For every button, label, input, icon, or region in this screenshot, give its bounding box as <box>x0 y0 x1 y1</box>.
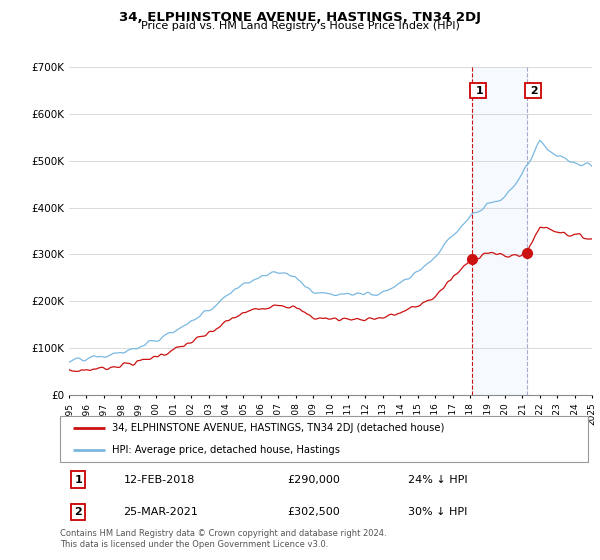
Text: Contains HM Land Registry data © Crown copyright and database right 2024.
This d: Contains HM Land Registry data © Crown c… <box>60 529 386 549</box>
Text: 25-MAR-2021: 25-MAR-2021 <box>124 507 198 517</box>
Text: 24% ↓ HPI: 24% ↓ HPI <box>409 474 468 484</box>
Text: 2: 2 <box>74 507 82 517</box>
Text: £290,000: £290,000 <box>287 474 340 484</box>
Text: HPI: Average price, detached house, Hastings: HPI: Average price, detached house, Hast… <box>112 445 340 455</box>
Text: 2: 2 <box>527 86 538 96</box>
Bar <box>472 67 527 395</box>
Text: 30% ↓ HPI: 30% ↓ HPI <box>409 507 468 517</box>
Text: £302,500: £302,500 <box>287 507 340 517</box>
Text: 12-FEB-2018: 12-FEB-2018 <box>124 474 195 484</box>
FancyBboxPatch shape <box>60 416 588 462</box>
Text: 1: 1 <box>472 86 484 96</box>
Text: 1: 1 <box>74 474 82 484</box>
Text: Price paid vs. HM Land Registry's House Price Index (HPI): Price paid vs. HM Land Registry's House … <box>140 21 460 31</box>
Text: 34, ELPHINSTONE AVENUE, HASTINGS, TN34 2DJ: 34, ELPHINSTONE AVENUE, HASTINGS, TN34 2… <box>119 11 481 24</box>
Text: 34, ELPHINSTONE AVENUE, HASTINGS, TN34 2DJ (detached house): 34, ELPHINSTONE AVENUE, HASTINGS, TN34 2… <box>112 423 444 433</box>
